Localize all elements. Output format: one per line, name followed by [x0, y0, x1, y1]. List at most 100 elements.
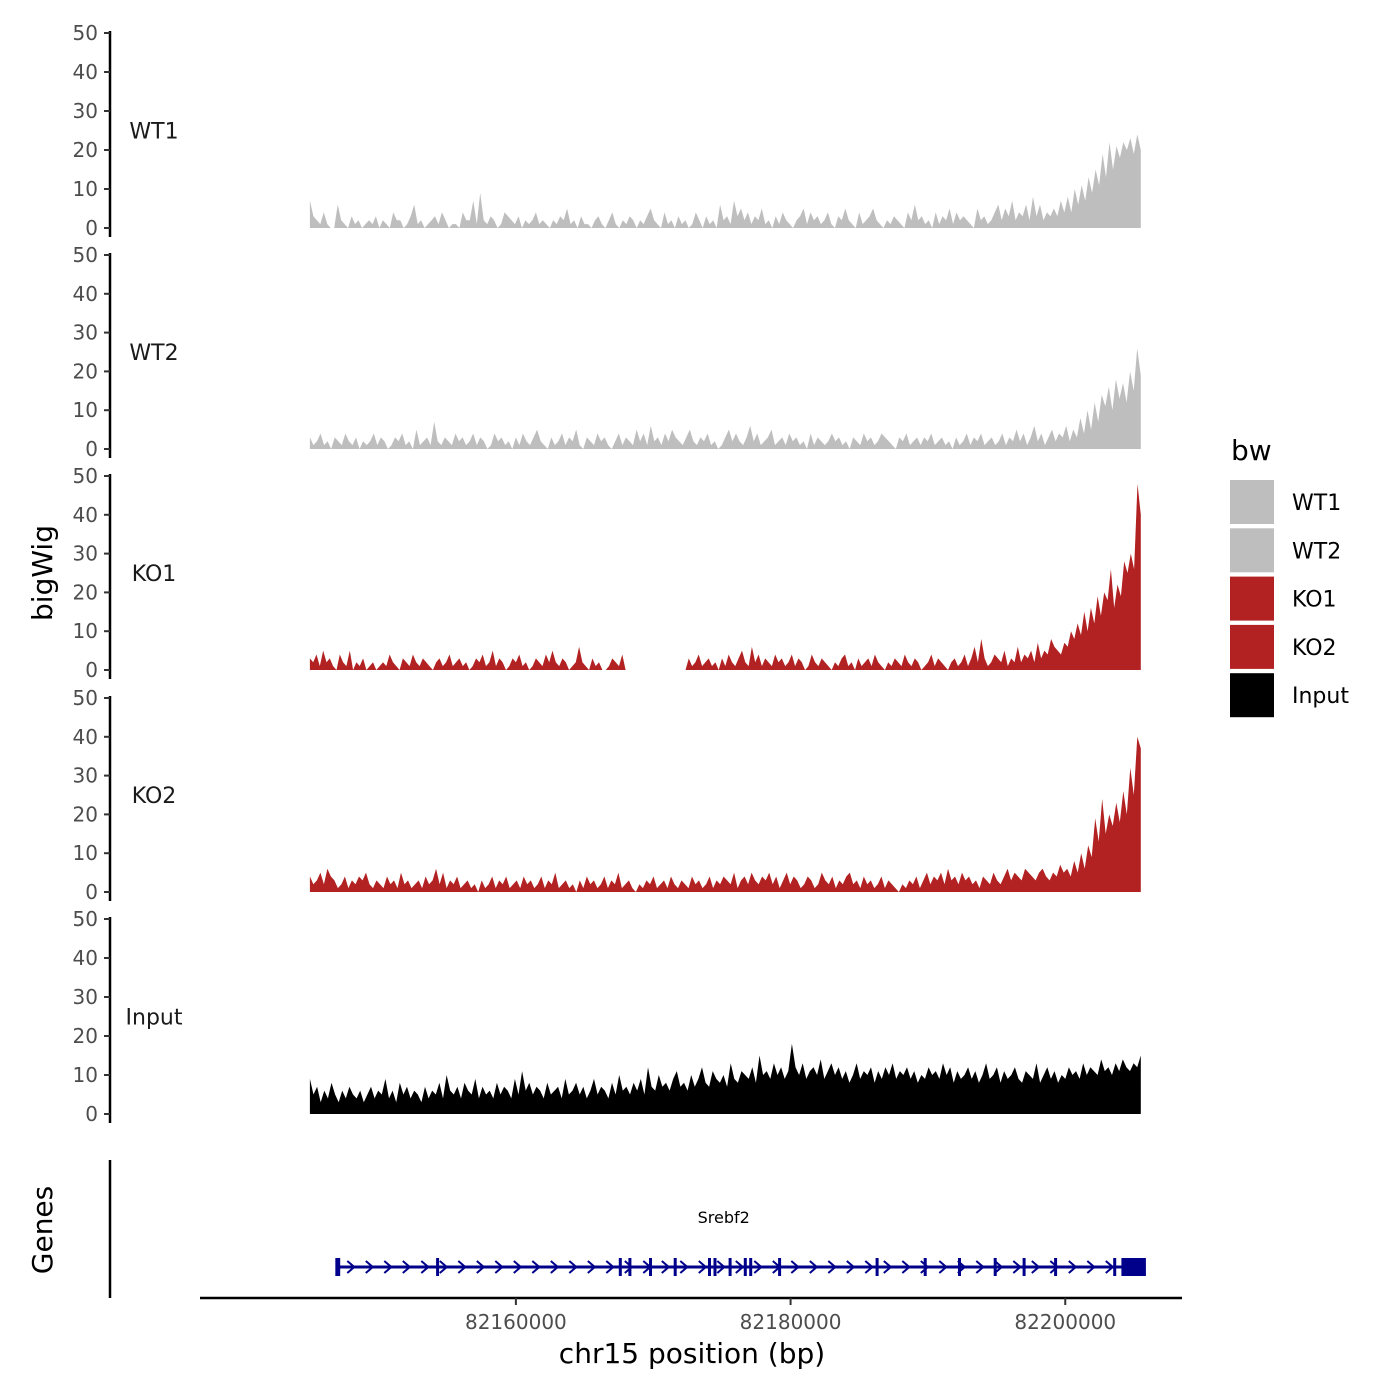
- exon-block: [1022, 1258, 1026, 1276]
- strand-chevron: [346, 1260, 356, 1274]
- signal-area-input: [309, 1043, 1141, 1114]
- strand-chevron: [735, 1260, 745, 1274]
- y-tick-label: 20: [73, 1024, 98, 1048]
- strand-chevron: [920, 1260, 930, 1274]
- signal-area-ko1: [309, 483, 1141, 670]
- legend-swatch-ko1: [1230, 576, 1274, 621]
- genes-track: Srebf2: [108, 1160, 1146, 1298]
- x-tick-label: 82200000: [1014, 1310, 1116, 1334]
- exon-block: [1121, 1258, 1146, 1276]
- strand-chevron: [1031, 1260, 1041, 1274]
- legend-label-wt2: WT2: [1292, 539, 1341, 564]
- exon-block: [335, 1258, 339, 1276]
- y-tick-label: 30: [73, 321, 98, 345]
- y-tick-label: 20: [73, 138, 98, 162]
- y-tick-label: 40: [73, 725, 98, 749]
- exon-block: [713, 1258, 717, 1276]
- signal-area-wt2: [309, 348, 1141, 449]
- exon-block: [1054, 1258, 1058, 1276]
- strand-chevron: [975, 1260, 985, 1274]
- y-tick-label: 10: [73, 1063, 98, 1087]
- y-axis-title: bigWig: [26, 525, 59, 621]
- y-tick-label: 20: [73, 802, 98, 826]
- genes-track-title: Genes: [26, 1186, 59, 1274]
- strand-chevron: [420, 1260, 430, 1274]
- strand-chevron: [809, 1260, 819, 1274]
- x-tick-label: 82180000: [740, 1310, 842, 1334]
- strand-chevron: [365, 1260, 375, 1274]
- y-tick-label: 10: [73, 841, 98, 865]
- strand-chevron: [587, 1260, 597, 1274]
- strand-chevron: [550, 1260, 560, 1274]
- y-tick-label: 50: [73, 907, 98, 931]
- strand-chevron: [494, 1260, 504, 1274]
- strand-chevron: [383, 1260, 393, 1274]
- y-tick-label: 30: [73, 99, 98, 123]
- legend-label-input: Input: [1292, 684, 1349, 709]
- legend-label-ko1: KO1: [1292, 588, 1337, 613]
- strand-chevron: [716, 1260, 726, 1274]
- exon-block: [749, 1258, 753, 1276]
- strand-chevron: [531, 1260, 541, 1274]
- y-tick-label: 40: [73, 282, 98, 306]
- y-tick-label: 10: [73, 398, 98, 422]
- legend-label-wt1: WT1: [1292, 491, 1341, 516]
- y-tick-label: 0: [85, 880, 98, 904]
- y-tick-label: 0: [85, 437, 98, 461]
- track-label-wt2: WT2: [129, 341, 178, 366]
- track-panel-wt2: 0 10 20 30 40 50 WT2: [73, 243, 1141, 461]
- strand-chevron: [790, 1260, 800, 1274]
- y-tick-label: 30: [73, 542, 98, 566]
- legend-label-ko2: KO2: [1292, 636, 1337, 661]
- strand-chevron: [1086, 1260, 1096, 1274]
- signal-area-wt1: [309, 134, 1141, 228]
- strand-chevron: [846, 1260, 856, 1274]
- exon-block: [628, 1258, 632, 1276]
- track-panel-input: 0 10 20 30 40 50 Input: [73, 907, 1141, 1126]
- strand-chevron: [568, 1260, 578, 1274]
- track-label-ko2: KO2: [132, 784, 177, 809]
- track-panel-ko2: 0 10 20 30 40 50 KO2: [73, 686, 1141, 904]
- exon-block: [673, 1258, 677, 1276]
- x-axis: 82160000 82180000 82200000: [200, 1296, 1182, 1334]
- y-tick-label: 0: [85, 1102, 98, 1126]
- strand-chevron: [513, 1260, 523, 1274]
- exon-block: [875, 1258, 879, 1276]
- strand-chevron: [476, 1260, 486, 1274]
- exon-block: [743, 1258, 747, 1276]
- legend-swatch-wt2: [1230, 528, 1274, 573]
- strand-chevron: [994, 1260, 1004, 1274]
- y-tick-label: 50: [73, 21, 98, 45]
- y-tick-label: 20: [73, 359, 98, 383]
- track-label-wt1: WT1: [129, 120, 178, 145]
- y-tick-label: 10: [73, 177, 98, 201]
- x-tick-label: 82160000: [465, 1310, 567, 1334]
- x-axis-title: chr15 position (bp): [559, 1337, 825, 1370]
- y-tick-label: 50: [73, 243, 98, 267]
- legend-swatch-ko2: [1230, 624, 1274, 669]
- y-tick-label: 0: [85, 216, 98, 240]
- exon-block: [337, 1258, 341, 1276]
- legend-swatch-wt1: [1230, 480, 1274, 524]
- strand-chevron: [864, 1260, 874, 1274]
- strand-chevron: [827, 1260, 837, 1274]
- exon-block: [1113, 1258, 1117, 1276]
- track-label-input: Input: [126, 1006, 183, 1031]
- y-tick-label: 30: [73, 985, 98, 1009]
- strand-chevron: [679, 1260, 689, 1274]
- y-tick-label: 30: [73, 764, 98, 788]
- track-panel-wt1: 0 10 20 30 40 50 WT1: [73, 21, 1141, 240]
- exon-block: [649, 1258, 652, 1276]
- y-tick-label: 50: [73, 686, 98, 710]
- strand-chevron: [1049, 1260, 1059, 1274]
- strand-chevron: [624, 1260, 634, 1274]
- y-tick-label: 40: [73, 60, 98, 84]
- exon-block: [923, 1258, 927, 1276]
- y-tick-label: 0: [85, 658, 98, 682]
- strand-chevron: [938, 1260, 948, 1274]
- exon-block: [618, 1258, 622, 1276]
- exon-block: [778, 1258, 782, 1276]
- track-label-ko1: KO1: [132, 562, 177, 587]
- strand-chevron: [753, 1260, 763, 1274]
